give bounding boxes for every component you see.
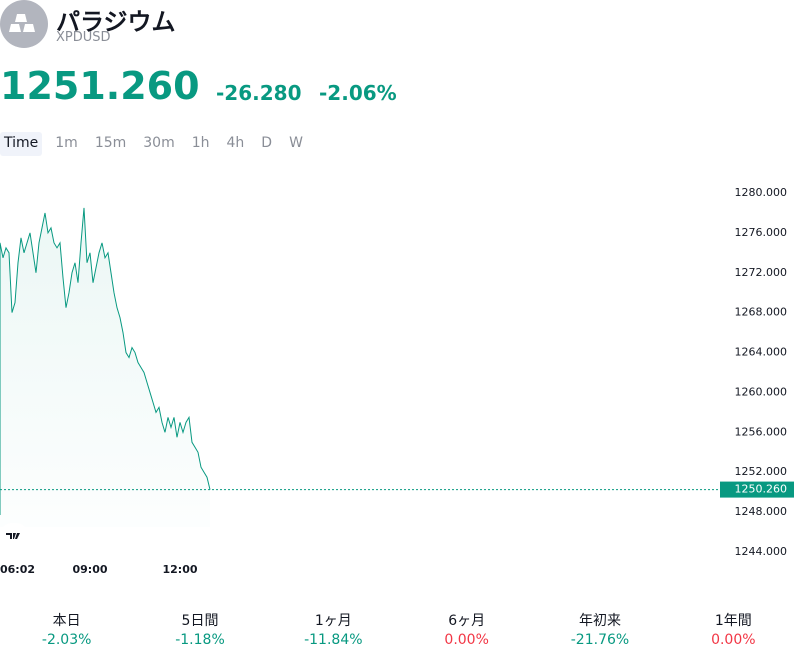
y-tick-label: 1256.000 (735, 425, 788, 438)
period-value: 0.00% (711, 632, 756, 648)
price: 1251.260 (0, 64, 200, 108)
period-label: 本日 (52, 613, 81, 629)
interval-button[interactable]: 30m (143, 135, 175, 151)
period-value: -21.76% (570, 632, 630, 648)
y-tick-label: 1280.000 (735, 186, 788, 199)
y-tick-label: 1272.000 (735, 266, 788, 279)
performance-cell[interactable]: 6ヶ月 0.00% (400, 610, 533, 648)
interval-button[interactable]: 15m (94, 135, 127, 151)
period-label: 5日間 (181, 613, 219, 629)
interval-button[interactable]: D (261, 135, 273, 151)
y-tick-label: 1264.000 (735, 346, 788, 359)
performance-cell[interactable]: 1ヶ月 -11.84% (267, 610, 400, 648)
logo (0, 0, 48, 48)
interval-button[interactable]: 4h (226, 135, 245, 151)
period-value: -1.18% (175, 632, 225, 648)
performance-cell[interactable]: 年初来 -21.76% (533, 610, 666, 648)
period-label: 年初来 (578, 613, 621, 629)
performance-cell[interactable]: 1年間 0.00% (667, 610, 800, 648)
period-label: 1ヶ月 (314, 613, 352, 629)
performance: 本日 -2.03% 5日間 -1.18% 1ヶ月 -11.84% 6ヶ月 0.00% 年初来 -2… (0, 610, 800, 648)
change-percent: -2.06% (319, 81, 397, 105)
period-value: -11.84% (304, 632, 363, 648)
interval-button[interactable]: W (289, 135, 303, 151)
interval-button[interactable]: 1h (191, 135, 210, 151)
y-tick-label: 1244.000 (735, 545, 788, 558)
last-price-box (720, 481, 794, 498)
price-line (0, 207, 211, 490)
x-tick-label: 12:00 (162, 563, 197, 576)
chart: 1280.000 1276.000 1272.000 1268.000 1264.000… (0, 0, 794, 576)
area (0, 207, 210, 527)
tv-logo (6, 533, 20, 539)
symbol: XPDUSD (56, 30, 111, 45)
change: -26.280 (216, 81, 302, 105)
y-tick-label: 1276.000 (735, 226, 788, 239)
period-label: 1年間 (714, 613, 752, 629)
interval-bar: Time 1m 15m 30m 1h 4h D W (0, 132, 316, 156)
performance-cell[interactable]: 5日間 -1.18% (133, 610, 266, 648)
period-value: -2.03% (41, 632, 92, 648)
period-value: 0.00% (444, 632, 489, 648)
logo-icon (9, 14, 35, 32)
title: パラジウム (56, 8, 176, 36)
interval-button[interactable]: Time (0, 132, 43, 156)
interval-button[interactable]: 1m (55, 135, 78, 151)
period-label: 6ヶ月 (448, 613, 486, 629)
last-price-label: 1250.260 (735, 483, 788, 496)
y-tick-label: 1248.000 (735, 505, 788, 518)
x-tick-label: 09:00 (72, 563, 107, 576)
x-tick-label: 06:02 (0, 563, 35, 576)
performance-cell[interactable]: 本日 -2.03% (0, 610, 133, 648)
y-tick-label: 1252.000 (735, 465, 788, 478)
y-tick-label: 1268.000 (735, 306, 788, 319)
y-tick-label: 1260.000 (735, 385, 788, 398)
